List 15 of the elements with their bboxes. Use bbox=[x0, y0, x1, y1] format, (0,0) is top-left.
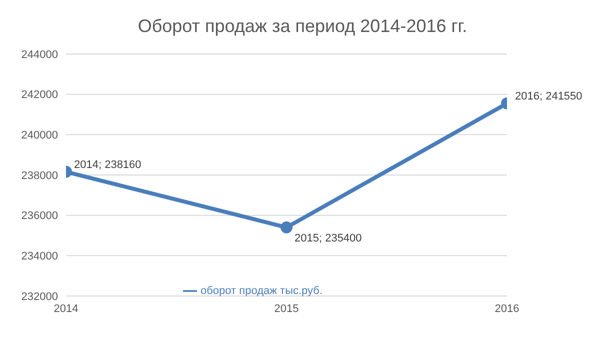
x-tick-label: 2014 bbox=[54, 302, 78, 315]
chart-title: Оборот продаж за период 2014-2016 гг. bbox=[136, 15, 468, 38]
data-label: 2014; 238160 bbox=[74, 158, 142, 171]
legend-label: оборот продаж тыс.руб. bbox=[200, 284, 322, 297]
data-label: 2016; 241550 bbox=[515, 90, 582, 102]
y-tick-label: 236000 bbox=[21, 210, 58, 222]
y-tick-label: 232000 bbox=[21, 290, 58, 303]
y-tick-label: 234000 bbox=[21, 250, 58, 263]
y-tick-label: 242000 bbox=[21, 89, 58, 102]
y-tick-label: 240000 bbox=[21, 130, 58, 142]
y-tick-label: 238000 bbox=[21, 170, 58, 182]
y-tick-label: 244000 bbox=[21, 48, 58, 61]
x-tick-label: 2016 bbox=[494, 302, 520, 315]
x-tick-label: 2015 bbox=[274, 302, 299, 315]
data-label: 2015; 235400 bbox=[294, 232, 362, 244]
